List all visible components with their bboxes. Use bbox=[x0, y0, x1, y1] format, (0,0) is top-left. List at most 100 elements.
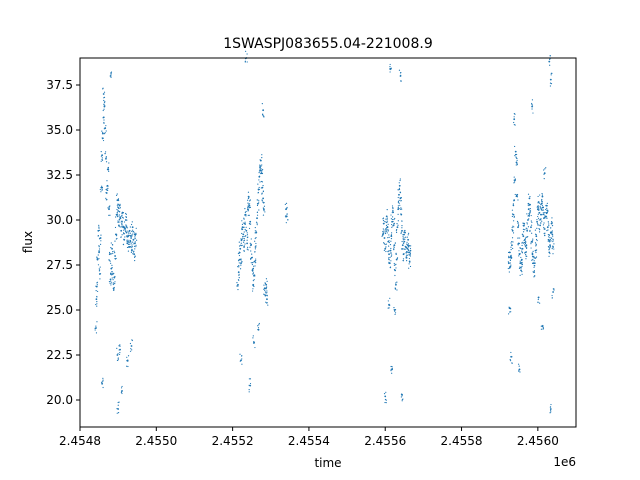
data-point bbox=[101, 382, 103, 384]
data-point bbox=[385, 391, 387, 393]
data-point bbox=[534, 257, 536, 260]
data-point bbox=[550, 237, 553, 239]
data-point bbox=[255, 245, 257, 247]
data-point bbox=[520, 267, 522, 269]
data-point bbox=[263, 288, 265, 290]
data-point bbox=[524, 246, 527, 248]
data-point bbox=[516, 159, 518, 161]
data-point bbox=[101, 130, 103, 132]
data-point bbox=[529, 230, 531, 232]
data-point bbox=[521, 263, 523, 266]
data-point bbox=[527, 215, 529, 217]
data-point bbox=[409, 261, 411, 263]
y-tick-label: 30.0 bbox=[46, 213, 73, 227]
data-point bbox=[246, 53, 248, 55]
data-point bbox=[109, 253, 111, 255]
data-point bbox=[105, 161, 108, 163]
data-point bbox=[403, 237, 405, 239]
data-point bbox=[128, 231, 130, 233]
data-point bbox=[102, 139, 105, 142]
data-point bbox=[252, 273, 254, 275]
data-point bbox=[391, 372, 393, 374]
data-point bbox=[263, 293, 265, 295]
data-point bbox=[511, 226, 513, 229]
data-point bbox=[117, 408, 120, 410]
data-point bbox=[110, 73, 112, 75]
data-point bbox=[398, 182, 400, 184]
data-point bbox=[396, 257, 399, 259]
data-point bbox=[531, 232, 533, 234]
data-point bbox=[531, 99, 534, 101]
data-point bbox=[385, 246, 387, 248]
data-point bbox=[514, 178, 516, 180]
data-point bbox=[110, 280, 112, 282]
data-point bbox=[118, 349, 120, 351]
data-point bbox=[535, 251, 537, 254]
data-point bbox=[397, 213, 399, 215]
data-point bbox=[547, 229, 549, 231]
data-point bbox=[106, 189, 108, 191]
data-point bbox=[238, 252, 240, 254]
data-point bbox=[246, 236, 248, 239]
data-point bbox=[258, 175, 261, 177]
data-point bbox=[552, 291, 555, 293]
data-point bbox=[395, 263, 397, 265]
data-point bbox=[263, 208, 265, 211]
data-point bbox=[123, 238, 125, 240]
data-point bbox=[116, 208, 118, 211]
data-point bbox=[518, 250, 520, 252]
data-point bbox=[111, 270, 113, 273]
data-point bbox=[249, 199, 251, 201]
data-point bbox=[285, 222, 287, 224]
data-point bbox=[256, 217, 258, 220]
data-point bbox=[110, 247, 112, 249]
data-point bbox=[128, 241, 130, 244]
data-point bbox=[249, 200, 251, 202]
data-point bbox=[524, 237, 527, 239]
data-point bbox=[401, 400, 403, 402]
data-point bbox=[544, 216, 546, 219]
data-point bbox=[259, 159, 261, 161]
data-point bbox=[546, 211, 548, 214]
data-point bbox=[549, 248, 551, 250]
data-point bbox=[114, 255, 116, 257]
data-point bbox=[103, 116, 105, 118]
data-point bbox=[398, 187, 400, 189]
data-point bbox=[539, 207, 541, 209]
data-point bbox=[260, 170, 262, 172]
data-point bbox=[249, 382, 252, 385]
data-point bbox=[242, 222, 244, 224]
x-axis-label: time bbox=[314, 456, 341, 470]
data-point bbox=[538, 228, 540, 230]
data-point bbox=[258, 200, 260, 202]
data-point bbox=[396, 289, 398, 291]
data-point bbox=[390, 218, 392, 220]
data-point bbox=[101, 188, 103, 190]
data-point bbox=[521, 233, 523, 235]
data-point bbox=[538, 208, 540, 210]
data-point bbox=[132, 233, 134, 235]
data-point bbox=[545, 217, 547, 219]
data-point bbox=[510, 311, 512, 313]
data-point bbox=[385, 402, 387, 404]
data-point bbox=[393, 249, 395, 251]
data-point bbox=[533, 262, 536, 265]
data-point bbox=[533, 260, 535, 262]
data-point bbox=[537, 195, 539, 198]
data-point bbox=[531, 252, 533, 254]
data-point bbox=[99, 278, 101, 280]
data-point bbox=[526, 222, 528, 224]
data-point bbox=[508, 256, 510, 259]
data-point bbox=[266, 290, 268, 292]
data-point bbox=[100, 234, 102, 236]
data-point bbox=[547, 246, 550, 248]
data-point bbox=[408, 257, 410, 260]
data-point bbox=[551, 294, 553, 297]
data-point bbox=[509, 311, 511, 313]
data-point bbox=[285, 215, 287, 217]
data-point bbox=[406, 260, 408, 262]
data-point bbox=[112, 252, 114, 254]
data-point bbox=[540, 213, 542, 216]
data-point bbox=[249, 242, 251, 244]
data-point bbox=[384, 395, 387, 398]
